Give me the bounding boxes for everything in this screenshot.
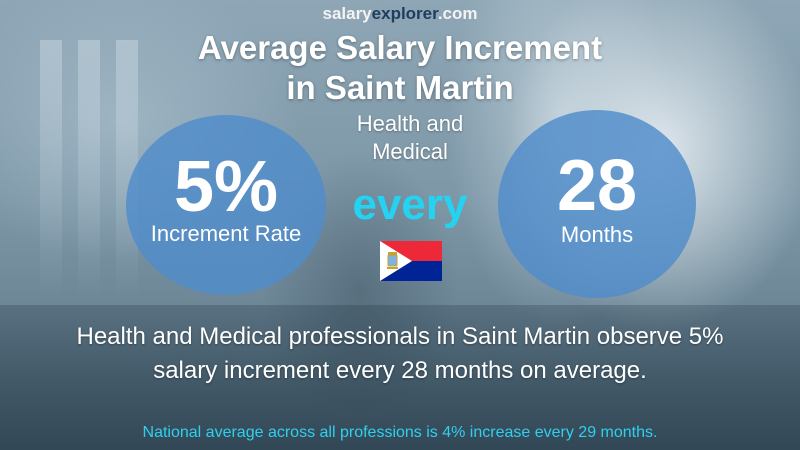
- brand-logo[interactable]: salaryexplorer.com: [0, 4, 800, 24]
- page-title-line-2: in Saint Martin: [286, 69, 514, 106]
- brand-part-salary: salary: [322, 4, 372, 23]
- bottom-overlay: [0, 305, 800, 450]
- increment-rate-label: Increment Rate: [150, 221, 302, 246]
- background-window: [78, 40, 100, 300]
- summary-line-1: Health and Medical professionals in Sain…: [76, 323, 724, 350]
- increment-rate-circle: 5% Increment Rate: [126, 115, 326, 295]
- summary-line-2: salary increment every 28 months on aver…: [153, 357, 647, 384]
- saint-martin-flag-icon: [380, 241, 442, 281]
- increment-rate-value: 5%: [173, 147, 279, 227]
- months-circle: 28 Months: [498, 110, 696, 298]
- sector-label-line-2: Medical: [372, 139, 448, 164]
- brand-part-domain: .com: [437, 4, 478, 23]
- months-label: Months: [560, 222, 634, 247]
- months-value: 28: [556, 146, 638, 226]
- brand-part-explorer: explorer: [371, 4, 438, 23]
- national-average-note: National average across all professions …: [142, 424, 658, 441]
- sector-label-line-1: Health and: [356, 111, 464, 136]
- background-window: [40, 40, 62, 300]
- page-title-line-1: Average Salary Increment: [197, 29, 603, 66]
- every-connector: every: [352, 180, 468, 229]
